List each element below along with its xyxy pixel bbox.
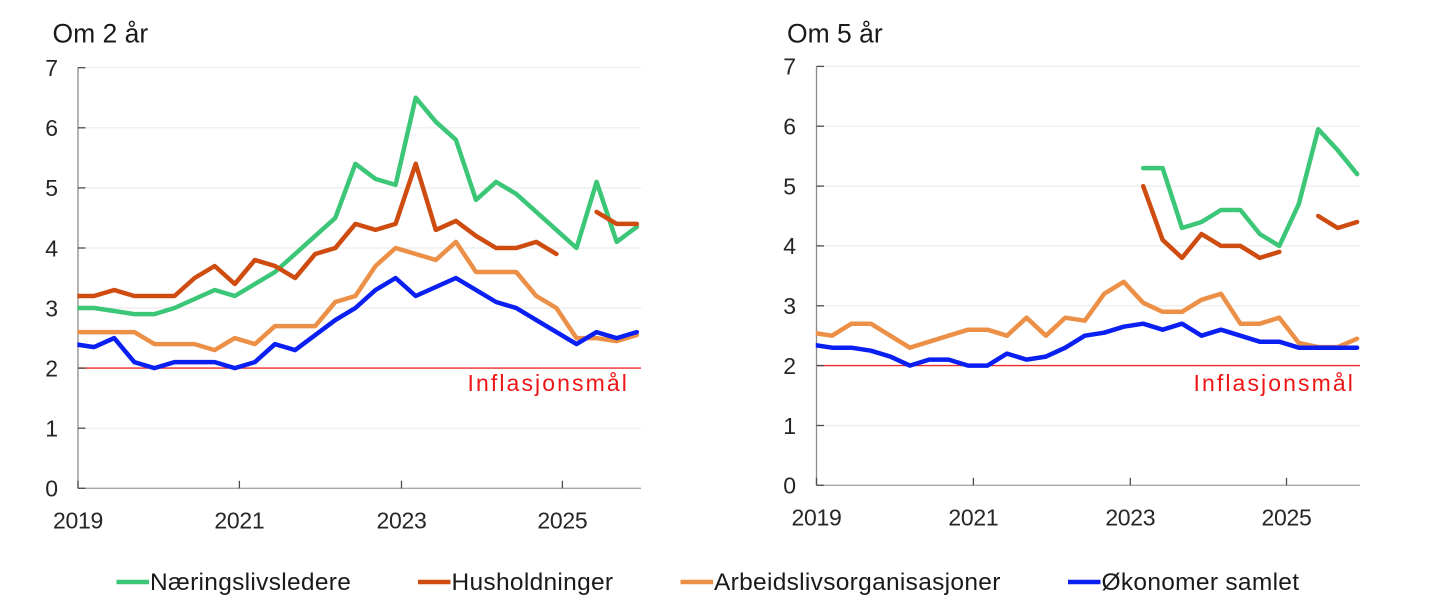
svg-text:0: 0 — [45, 476, 58, 502]
svg-text:Arbeidslivsorganisasjoner: Arbeidslivsorganisasjoner — [714, 569, 1001, 596]
svg-text:3: 3 — [783, 293, 796, 319]
svg-text:Om 5 år: Om 5 år — [787, 19, 883, 49]
svg-text:2: 2 — [783, 353, 796, 379]
svg-text:2019: 2019 — [53, 508, 103, 534]
svg-text:3: 3 — [45, 295, 58, 321]
svg-text:Om 2 år: Om 2 år — [53, 19, 149, 49]
svg-text:2023: 2023 — [377, 508, 427, 534]
svg-text:1: 1 — [45, 416, 58, 442]
svg-text:4: 4 — [45, 235, 58, 261]
svg-text:Økonomer samlet: Økonomer samlet — [1102, 569, 1300, 596]
svg-text:6: 6 — [45, 115, 58, 141]
svg-text:5: 5 — [783, 173, 796, 199]
svg-text:Næringslivsledere: Næringslivsledere — [150, 569, 351, 596]
svg-text:2021: 2021 — [948, 505, 998, 531]
svg-text:6: 6 — [783, 114, 796, 140]
svg-text:0: 0 — [783, 473, 796, 499]
svg-text:2: 2 — [45, 355, 58, 381]
svg-text:Husholdninger: Husholdninger — [452, 569, 614, 596]
svg-text:2025: 2025 — [1262, 505, 1312, 531]
svg-text:5: 5 — [45, 175, 58, 201]
svg-text:1: 1 — [783, 413, 796, 439]
svg-text:2025: 2025 — [537, 508, 587, 534]
svg-text:2023: 2023 — [1105, 505, 1155, 531]
svg-text:7: 7 — [45, 55, 58, 81]
svg-text:Inflasjonsmål: Inflasjonsmål — [467, 370, 629, 396]
svg-text:2019: 2019 — [792, 505, 842, 531]
svg-text:7: 7 — [783, 54, 796, 80]
svg-text:Inflasjonsmål: Inflasjonsmål — [1193, 370, 1355, 396]
svg-text:4: 4 — [783, 233, 796, 259]
svg-text:2021: 2021 — [214, 508, 264, 534]
